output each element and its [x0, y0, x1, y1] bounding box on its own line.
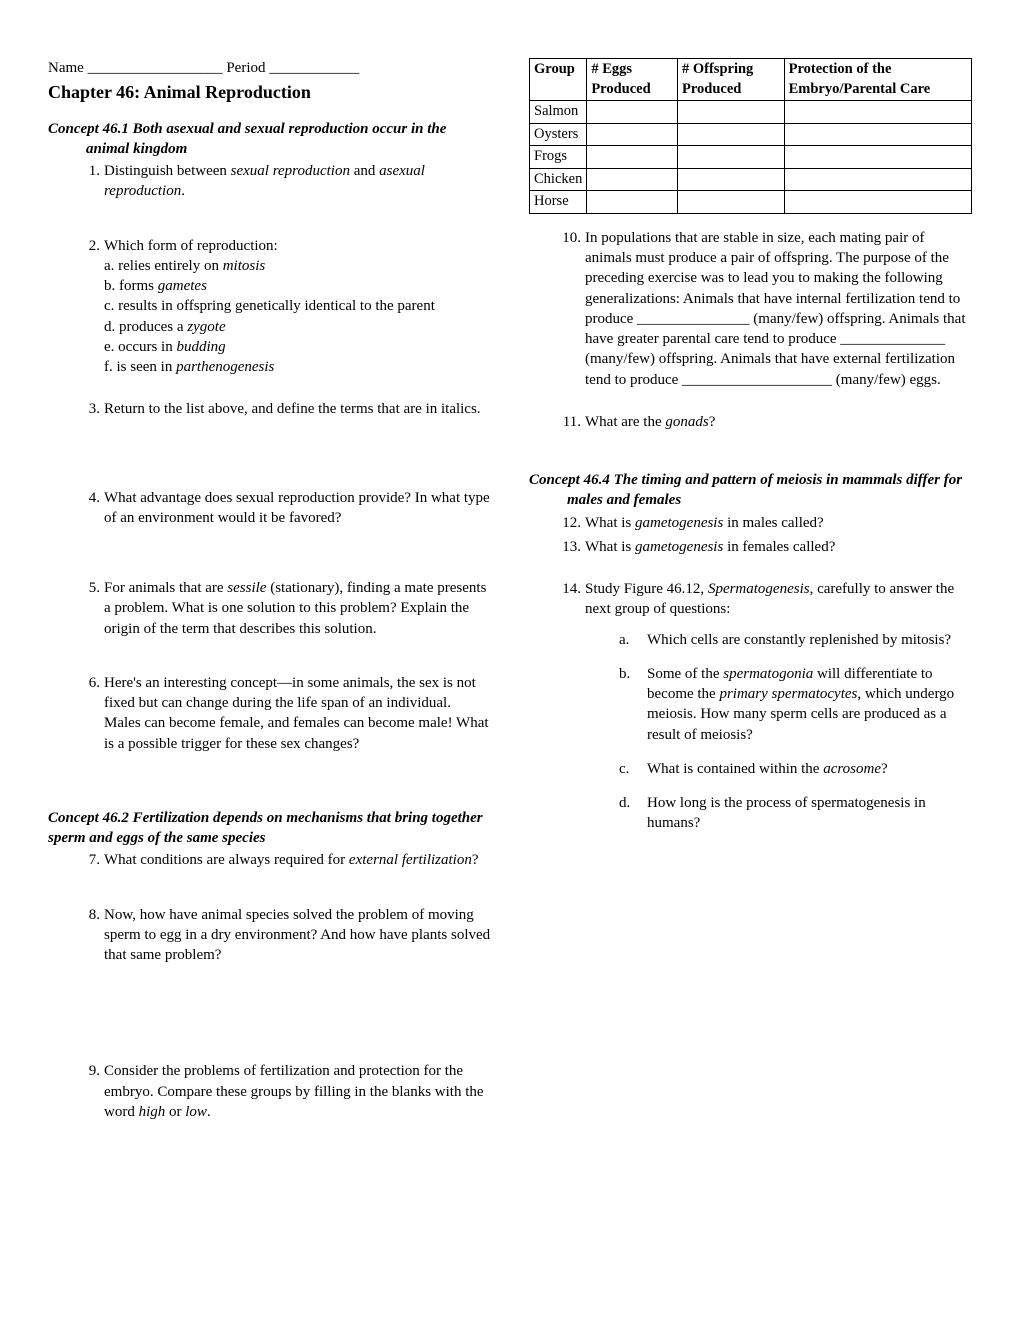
chapter-title: Chapter 46: Animal Reproduction: [48, 80, 491, 104]
q3-text: Return to the list above, and define the…: [104, 401, 481, 417]
q2e: e. occurs in budding: [104, 337, 491, 357]
q14-sublist: a. Which cells are constantly replenishe…: [585, 630, 972, 834]
q3: 3. Return to the list above, and define …: [104, 399, 491, 419]
q14b-let: b.: [619, 664, 630, 684]
comparison-table: Group # Eggs Produced # Offspring Produc…: [529, 58, 972, 214]
q8-text: Now, how have animal species solved the …: [104, 907, 490, 964]
page-columns: Name __________________ Period _________…: [48, 58, 972, 1272]
q14-stem: Study Figure 46.12, Spermatogenesis, car…: [585, 581, 954, 617]
concept-46-4: Concept 46.4 The timing and pattern of m…: [529, 470, 972, 511]
q11-num: 11.: [551, 412, 581, 432]
q6: 6. Here's an interesting concept—in some…: [104, 673, 491, 754]
q9: 9. Consider the problems of fertilizatio…: [104, 1061, 491, 1122]
cell-group: Chicken: [530, 168, 587, 191]
q12-text: What is gametogenesis in males called?: [585, 515, 824, 531]
concept-46-2: Concept 46.2 Fertilization depends on me…: [48, 808, 491, 849]
q14a-text: Which cells are constantly replenished b…: [647, 632, 951, 648]
q14c-text: What is contained within the acrosome?: [647, 761, 888, 777]
q4-text: What advantage does sexual reproduction …: [104, 490, 490, 526]
name-period-line: Name __________________ Period _________…: [48, 58, 491, 78]
q14-num: 14.: [551, 579, 581, 599]
q14: 14. Study Figure 46.12, Spermatogenesis,…: [585, 579, 972, 834]
q6-text: Here's an interesting concept—in some an…: [104, 675, 489, 752]
q14a: a. Which cells are constantly replenishe…: [647, 630, 972, 650]
q14d-let: d.: [619, 793, 630, 813]
q2b: b. forms gametes: [104, 276, 491, 296]
q4: 4. What advantage does sexual reproducti…: [104, 488, 491, 529]
q12-num: 12.: [551, 513, 581, 533]
th-group: Group: [530, 59, 587, 101]
table-row: Horse: [530, 191, 972, 214]
table-row: Frogs: [530, 146, 972, 169]
table-row: Salmon: [530, 101, 972, 124]
q6-num: 6.: [70, 673, 100, 693]
th-offspring: # Offspring Produced: [677, 59, 784, 101]
q2-sub: a. relies entirely on mitosis b. forms g…: [104, 256, 491, 378]
q1-num: 1.: [70, 161, 100, 181]
th-protection: Protection of the Embryo/Parental Care: [784, 59, 971, 101]
q13-num: 13.: [551, 537, 581, 557]
q1-text: Distinguish between sexual reproduction …: [104, 163, 425, 199]
q2d: d. produces a zygote: [104, 317, 491, 337]
name-label: Name __________________: [48, 60, 223, 76]
q14c: c. What is contained within the acrosome…: [647, 759, 972, 779]
th-eggs: # Eggs Produced: [587, 59, 678, 101]
q8: 8. Now, how have animal species solved t…: [104, 905, 491, 966]
q10: 10. In populations that are stable in si…: [585, 228, 972, 390]
concept-46-1-text: Concept 46.1 Both asexual and sexual rep…: [48, 119, 491, 160]
q8-num: 8.: [70, 905, 100, 925]
cell-group: Horse: [530, 191, 587, 214]
table-header-row: Group # Eggs Produced # Offspring Produc…: [530, 59, 972, 101]
q14c-let: c.: [619, 759, 629, 779]
concept-46-4-text: Concept 46.4 The timing and pattern of m…: [529, 470, 972, 511]
q3-num: 3.: [70, 399, 100, 419]
q5-text: For animals that are sessile (stationary…: [104, 580, 486, 637]
q11: 11. What are the gonads?: [585, 412, 972, 432]
q13: 13. What is gametogenesis in females cal…: [585, 537, 972, 557]
table-row: Chicken: [530, 168, 972, 191]
q2-num: 2.: [70, 236, 100, 256]
question-list-2: 7. What conditions are always required f…: [48, 850, 491, 1122]
question-list-4: 12. What is gametogenesis in males calle…: [529, 513, 972, 834]
q14b: b. Some of the spermatogonia will differ…: [647, 664, 972, 745]
q10-text: In populations that are stable in size, …: [585, 230, 966, 388]
q13-text: What is gametogenesis in females called?: [585, 539, 835, 555]
q14a-let: a.: [619, 630, 629, 650]
q4-num: 4.: [70, 488, 100, 508]
q12: 12. What is gametogenesis in males calle…: [585, 513, 972, 533]
cell-group: Salmon: [530, 101, 587, 124]
q9-num: 9.: [70, 1061, 100, 1081]
q14d-text: How long is the process of spermatogenes…: [647, 795, 926, 831]
q2a: a. relies entirely on mitosis: [104, 256, 491, 276]
q2c: c. results in offspring genetically iden…: [104, 296, 491, 316]
q7-text: What conditions are always required for …: [104, 852, 479, 868]
question-list-3: 10. In populations that are stable in si…: [529, 228, 972, 466]
q14d: d. How long is the process of spermatoge…: [647, 793, 972, 834]
q2-stem: Which form of reproduction:: [104, 236, 491, 256]
q7-num: 7.: [70, 850, 100, 870]
q9-text: Consider the problems of fertilization a…: [104, 1063, 484, 1120]
q5: 5. For animals that are sessile (station…: [104, 578, 491, 639]
question-list-1: 1. Distinguish between sexual reproducti…: [48, 161, 491, 804]
table-row: Oysters: [530, 123, 972, 146]
q7: 7. What conditions are always required f…: [104, 850, 491, 870]
q2: 2. Which form of reproduction: a. relies…: [104, 236, 491, 378]
q10-num: 10.: [551, 228, 581, 248]
period-label: Period ____________: [226, 60, 359, 76]
q2f: f. is seen in parthenogenesis: [104, 357, 491, 377]
q1: 1. Distinguish between sexual reproducti…: [104, 161, 491, 202]
q5-num: 5.: [70, 578, 100, 598]
concept-46-1: Concept 46.1 Both asexual and sexual rep…: [48, 119, 491, 160]
cell-group: Oysters: [530, 123, 587, 146]
cell-group: Frogs: [530, 146, 587, 169]
q11-text: What are the gonads?: [585, 414, 715, 430]
q14b-text: Some of the spermatogonia will different…: [647, 666, 954, 743]
